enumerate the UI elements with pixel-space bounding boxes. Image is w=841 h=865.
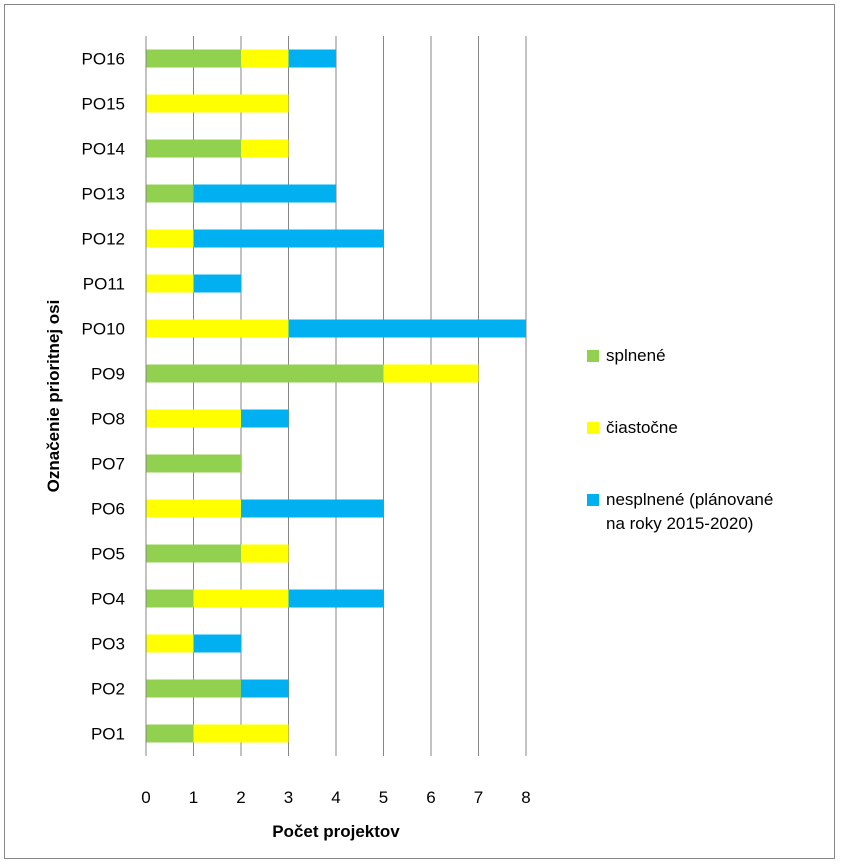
bar-segment-2-po11 (146, 274, 194, 293)
y-category-label: PO5 (91, 545, 125, 564)
bar-segment-1-po14 (146, 139, 241, 158)
bar-segment-3-po10 (288, 319, 526, 338)
x-tick-label: 7 (474, 788, 483, 807)
x-tick-labels: 0 1 2 3 4 5 6 7 8 (141, 788, 530, 807)
bar-segment-3-po2 (241, 679, 289, 698)
y-category-label: PO4 (91, 590, 125, 609)
x-axis-title: Počet projektov (272, 822, 400, 841)
bar-segment-2-po10 (146, 319, 289, 338)
bar-segment-2-po6 (146, 499, 241, 518)
y-category-label: PO16 (82, 50, 125, 69)
y-category-label: PO14 (82, 140, 125, 159)
bar-segment-2-po14 (241, 139, 289, 158)
bar-segment-1-po9 (146, 364, 384, 383)
y-category-label: PO15 (82, 95, 125, 114)
x-tick-label: 0 (141, 788, 150, 807)
legend: splnené čiastočne nesplnené (plánované na r… (587, 346, 773, 533)
bar-segment-1-po7 (146, 454, 241, 473)
legend-label-3: nesplnené (plánované na roky 2015-2020) (606, 490, 773, 533)
legend-swatch-2 (587, 422, 599, 434)
bar-segment-2-po4 (193, 589, 289, 608)
x-tick-label: 5 (379, 788, 388, 807)
bar-segment-1-po16 (146, 49, 241, 68)
bar-segment-2-po16 (241, 49, 289, 68)
bar-segment-3-po13 (193, 184, 336, 203)
bars (146, 49, 526, 743)
x-tick-label: 3 (284, 788, 293, 807)
x-tick-label: 6 (426, 788, 435, 807)
bar-segment-2-po9 (383, 364, 479, 383)
legend-label-1: splnené (606, 346, 666, 365)
x-tick-label: 8 (521, 788, 530, 807)
bar-segment-2-po15 (146, 94, 289, 113)
legend-label-2: čiastočne (606, 418, 678, 437)
y-category-label: PO8 (91, 410, 125, 429)
x-tick-label: 1 (189, 788, 198, 807)
y-category-label: PO7 (91, 455, 125, 474)
bar-segment-3-po11 (193, 274, 241, 293)
x-tick-label: 2 (236, 788, 245, 807)
bar-segment-1-po2 (146, 679, 241, 698)
bar-segment-3-po8 (241, 409, 289, 428)
y-category-label: PO10 (82, 320, 125, 339)
bar-segment-2-po8 (146, 409, 241, 428)
y-category-label: PO9 (91, 365, 125, 384)
bar-segment-2-po12 (146, 229, 194, 248)
bar-segment-1-po5 (146, 544, 241, 563)
y-category-label: PO6 (91, 500, 125, 519)
y-category-label: PO3 (91, 635, 125, 654)
legend-swatch-1 (587, 350, 599, 362)
y-category-label: PO13 (82, 185, 125, 204)
bar-segment-3-po6 (241, 499, 384, 518)
y-category-label: PO12 (82, 230, 125, 249)
bar-segment-3-po16 (288, 49, 336, 68)
legend-swatch-3 (587, 494, 599, 506)
bar-segment-3-po4 (288, 589, 384, 608)
x-tick-label: 4 (331, 788, 340, 807)
y-category-label: PO11 (83, 275, 125, 294)
y-category-label: PO2 (91, 680, 125, 699)
bar-segment-1-po4 (146, 589, 194, 608)
bar-segment-1-po13 (146, 184, 194, 203)
bar-segment-2-po3 (146, 634, 194, 653)
y-axis-title: Označenie prioritnej osi (44, 300, 63, 493)
bar-segment-2-po5 (241, 544, 289, 563)
bar-segment-3-po12 (193, 229, 384, 248)
chart-frame (4, 4, 835, 859)
bar-segment-2-po1 (193, 724, 289, 743)
y-category-label: PO1 (91, 725, 125, 744)
bar-segment-3-po3 (193, 634, 241, 653)
y-category-labels: PO1 PO2 PO3 PO4 PO5 PO6 PO7 PO8 PO9 PO10 PO11 PO12 P… (82, 50, 125, 744)
bar-segment-1-po1 (146, 724, 194, 743)
